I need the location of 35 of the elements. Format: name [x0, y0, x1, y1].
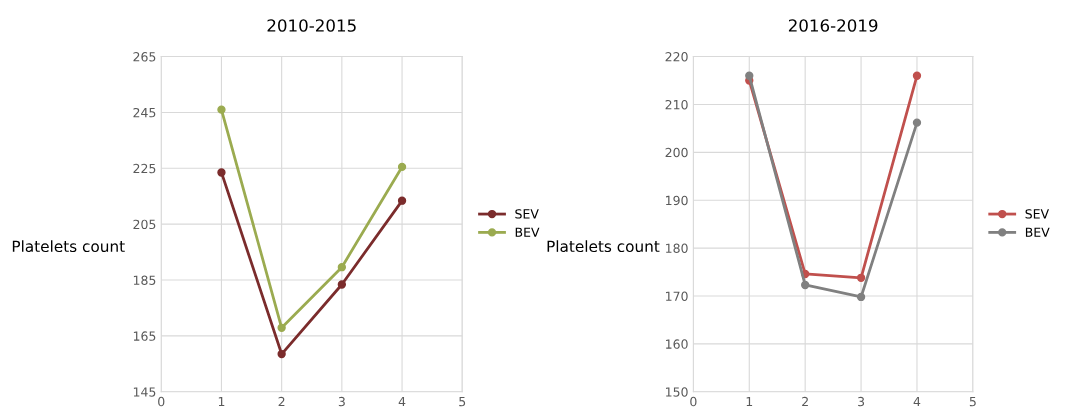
- x-tick-label: 5: [459, 397, 466, 407]
- x-tick-label: 2: [802, 396, 808, 407]
- y-tick-label: 145: [133, 387, 156, 397]
- x-tick-label: 3: [858, 396, 865, 407]
- y-tick-label: 220: [665, 52, 688, 62]
- y-tick-label: 225: [133, 163, 156, 174]
- y-tick-label: 245: [133, 107, 156, 118]
- x-tick-label: 0: [690, 396, 697, 407]
- x-tick-label: 0: [158, 396, 165, 407]
- y-tick-label: 180: [666, 243, 688, 254]
- chart-title: 2016-2019: [788, 19, 878, 32]
- x-tick-label: 3: [338, 396, 345, 407]
- x-tick-label: 5: [969, 397, 976, 407]
- legend-label: BEV: [515, 227, 540, 237]
- y-tick-label: 150: [666, 387, 688, 397]
- y-tick-label: 165: [133, 331, 156, 341]
- chart-title: 2010-2015: [267, 19, 356, 32]
- y-tick-label: 170: [666, 291, 688, 301]
- y-tick-label: 185: [133, 275, 156, 285]
- x-tick-label: 1: [218, 397, 225, 407]
- x-tick-label: 4: [398, 397, 406, 407]
- x-tick-label: 2: [278, 396, 285, 407]
- y-axis-title: Platelets count: [547, 240, 660, 253]
- y-tick-label: 205: [133, 219, 156, 230]
- legend-label: SEV: [1025, 209, 1049, 219]
- y-axis-title: Platelets count: [12, 240, 125, 253]
- y-tick-label: 265: [133, 52, 156, 62]
- x-tick-label: 1: [746, 397, 753, 407]
- y-tick-label: 200: [665, 147, 688, 158]
- x-tick-label: 4: [913, 397, 921, 407]
- y-tick-label: 190: [666, 195, 688, 206]
- y-tick-label: 160: [666, 339, 688, 349]
- y-tick-label: 210: [665, 99, 688, 110]
- legend-label: SEV: [515, 209, 539, 219]
- legend-label: BEV: [1025, 227, 1050, 237]
